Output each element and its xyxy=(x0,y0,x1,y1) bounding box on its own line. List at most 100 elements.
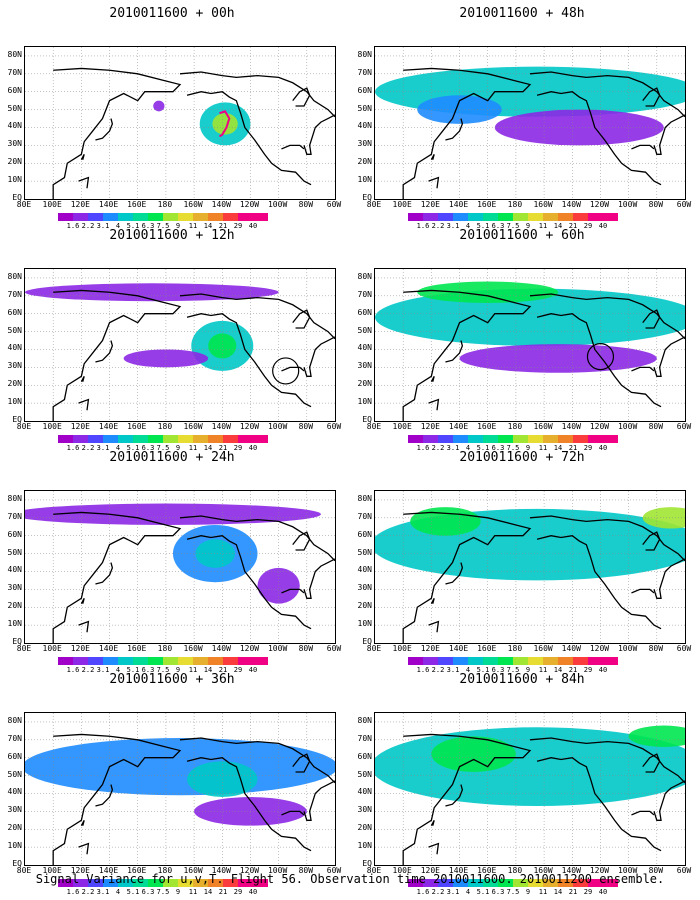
longitude-label: 140E xyxy=(98,644,119,653)
latitude-label: EQ xyxy=(12,637,22,646)
longitude-label: 160W xyxy=(183,644,203,653)
colorbar-label: 6.3 xyxy=(141,444,155,452)
colorbar-swatch xyxy=(208,435,223,443)
coastline xyxy=(80,597,85,604)
latitude-label: 80N xyxy=(357,493,372,503)
coastline xyxy=(428,398,440,411)
colorbar-label: 3.1 xyxy=(446,888,460,896)
latitude-label: EQ xyxy=(362,637,372,646)
colorbar-label: 1.6 xyxy=(416,444,430,452)
colorbar-label: 1.6 xyxy=(66,666,80,674)
longitude-label: 120W xyxy=(589,422,610,431)
map-panel: 2010011600 + 24h 80N 70N 60N 50N 40N 30N 20N 10N… xyxy=(2,450,342,674)
colorbar-swatch xyxy=(588,435,603,443)
colorbar-label: 21 xyxy=(568,444,578,452)
variance-map xyxy=(24,46,336,200)
colorbar-label: 3.1 xyxy=(446,222,460,230)
longitude-label: 160E xyxy=(477,200,497,209)
colorbar xyxy=(408,213,618,221)
latitude-label: 40N xyxy=(357,565,372,575)
coastline xyxy=(52,733,182,865)
colorbar-swatch xyxy=(423,879,438,887)
longitude-label: 100W xyxy=(617,644,638,653)
colorbar-swatch xyxy=(148,435,163,443)
colorbar-swatch xyxy=(468,213,483,221)
colorbar-label: 29 xyxy=(233,444,243,452)
coastline xyxy=(631,366,655,372)
colorbar-swatch xyxy=(88,879,103,887)
colorbar-swatch xyxy=(118,435,133,443)
colorbar-label: 40 xyxy=(248,222,258,230)
colorbar-label: 4 xyxy=(465,888,471,896)
coastline xyxy=(428,620,440,633)
colorbar-swatch xyxy=(498,657,513,665)
colorbar-label: 21 xyxy=(218,888,228,896)
colorbar xyxy=(408,657,618,665)
colorbar-label: 7.5 xyxy=(506,222,520,230)
coastline xyxy=(430,819,435,826)
variance-region xyxy=(123,349,209,368)
coastline xyxy=(529,71,685,118)
variance-region xyxy=(628,725,685,747)
colorbar-swatch xyxy=(253,213,268,221)
longitude-label: 160W xyxy=(533,422,553,431)
latitude-label: 10N xyxy=(7,175,22,185)
colorbar-label: 4 xyxy=(115,444,121,452)
colorbar-label: 7.5 xyxy=(506,888,520,896)
longitude-label: 80E xyxy=(16,866,32,875)
latitude-label: 20N xyxy=(7,601,22,611)
longitude-label: 120W xyxy=(239,422,260,431)
coastline xyxy=(445,562,464,585)
longitude-label: 120W xyxy=(239,866,260,875)
colorbar-swatch xyxy=(193,657,208,665)
coastline xyxy=(631,144,655,150)
colorbar-swatch xyxy=(253,657,268,665)
coastline xyxy=(78,398,90,411)
coastline xyxy=(402,67,532,199)
variance-map xyxy=(24,490,336,644)
longitude-label: 140W xyxy=(211,422,231,431)
coastline xyxy=(186,535,312,630)
colorbar-label: 14 xyxy=(553,444,563,452)
colorbar-label: 21 xyxy=(218,444,228,452)
latitude-label: 70N xyxy=(7,511,22,521)
colorbar-label: 29 xyxy=(233,666,243,674)
latitude-label: 60N xyxy=(7,85,22,95)
colorbar-swatch xyxy=(498,213,513,221)
coastline xyxy=(430,375,435,382)
colorbar-label: 1.6 xyxy=(416,888,430,896)
longitude-label: 120E xyxy=(420,866,440,875)
colorbar-label: 6.3 xyxy=(491,444,505,452)
variance-region xyxy=(410,507,481,536)
longitude-label: 140E xyxy=(98,422,119,431)
longitude-label: 140W xyxy=(561,200,581,209)
latitude-label: 30N xyxy=(7,139,22,149)
colorbar-swatch xyxy=(208,657,223,665)
coastline xyxy=(179,71,335,118)
longitude-label: 140W xyxy=(561,644,581,653)
coastline xyxy=(430,597,435,604)
colorbar-swatch xyxy=(528,435,543,443)
latitude-label: 70N xyxy=(7,67,22,77)
colorbar-swatch xyxy=(253,435,268,443)
coastline xyxy=(303,336,335,377)
colorbar-swatch xyxy=(558,657,573,665)
longitude-label: 100E xyxy=(42,866,62,875)
colorbar-swatch xyxy=(133,879,148,887)
colorbar-label: 9 xyxy=(525,888,531,896)
latitude-label: 10N xyxy=(7,397,22,407)
colorbar-swatch xyxy=(178,879,193,887)
colorbar-label: 2.2 xyxy=(81,444,95,452)
colorbar-label: 2.2 xyxy=(431,888,445,896)
longitude-label: 120E xyxy=(70,200,90,209)
longitude-label: 180 xyxy=(157,200,173,209)
colorbar-label: 7.5 xyxy=(156,444,170,452)
colorbar-label: 11 xyxy=(538,222,548,230)
colorbar-swatch xyxy=(423,657,438,665)
latitude-label: 30N xyxy=(357,139,372,149)
longitude-label: 120E xyxy=(70,644,90,653)
latitude-label: 20N xyxy=(357,157,372,167)
colorbar-swatch xyxy=(573,879,588,887)
colorbar-label: 29 xyxy=(583,666,593,674)
coastline xyxy=(653,780,685,821)
